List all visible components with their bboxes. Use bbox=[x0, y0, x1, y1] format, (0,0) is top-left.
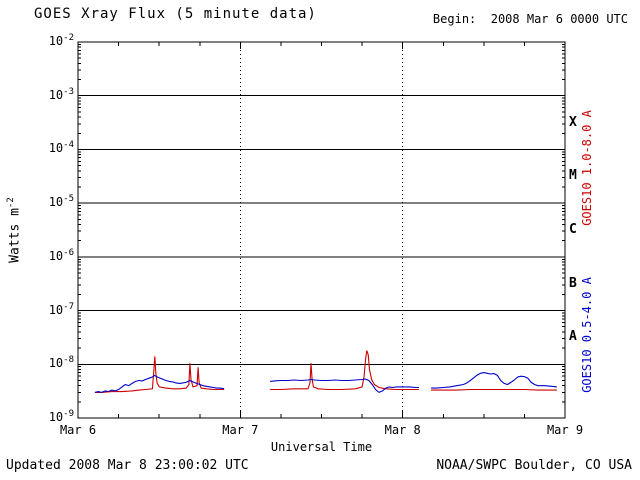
series-label-short-band: GOES10 0.5-4.0 A bbox=[580, 277, 594, 393]
series-line-long-band bbox=[94, 350, 557, 393]
x-axis-label: Universal Time bbox=[270, 440, 373, 454]
y-axis-label-exponent: -2 bbox=[6, 197, 17, 209]
series-label-long-band: GOES10 1.0-8.0 A bbox=[580, 110, 594, 226]
source-credit: NOAA/SWPC Boulder, CO USA bbox=[436, 458, 632, 473]
updated-timestamp: Updated 2008 Mar 8 23:00:02 UTC bbox=[6, 458, 249, 473]
chart-title: GOES Xray Flux (5 minute data) bbox=[34, 6, 317, 22]
y-axis-label-base: Watts m bbox=[7, 208, 23, 263]
begin-timestamp: Begin: 2008 Mar 6 0000 UTC bbox=[432, 12, 628, 26]
plot-border bbox=[77, 41, 566, 419]
series-line-short-band bbox=[94, 372, 557, 394]
y-axis-label: Watts m-2 bbox=[6, 197, 23, 263]
